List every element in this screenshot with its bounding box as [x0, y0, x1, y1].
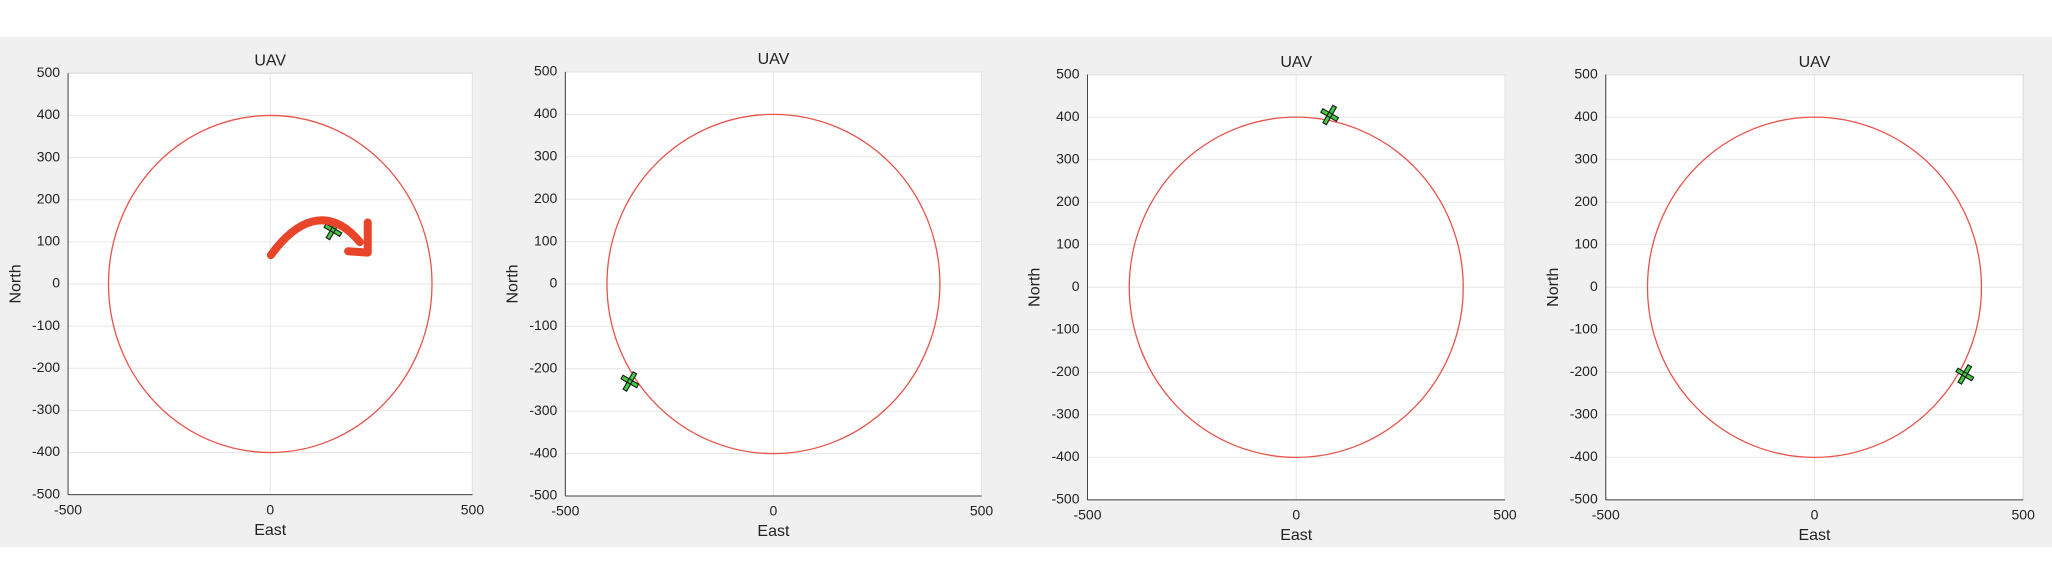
x-tick-label: -500	[551, 503, 579, 519]
y-tick-label: -400	[32, 443, 60, 459]
x-tick-label: -500	[1073, 507, 1101, 523]
y-tick-label: 500	[1574, 65, 1598, 81]
y-tick-label: -300	[529, 402, 557, 418]
uav-marker	[1320, 104, 1340, 126]
y-tick-label: 0	[52, 275, 60, 291]
chart-title: UAV	[1280, 54, 1312, 71]
y-tick-label: -100	[1570, 320, 1598, 336]
y-tick-label: 100	[37, 233, 61, 249]
y-tick-label: -400	[1051, 448, 1079, 464]
y-tick-label: 300	[37, 148, 61, 164]
y-tick-label: -500	[1570, 491, 1598, 507]
y-tick-label: 300	[1056, 150, 1080, 166]
x-tick-label: 0	[770, 503, 778, 519]
x-axis-label: East	[1798, 527, 1831, 544]
chart-title: UAV	[758, 51, 790, 68]
y-tick-label: 100	[534, 232, 558, 248]
uav-marker	[1955, 363, 1975, 385]
y-tick-label: -200	[1570, 363, 1598, 379]
x-axis-label: East	[254, 522, 287, 539]
annotation-arrow	[266, 216, 364, 260]
y-tick-label: 0	[1072, 278, 1080, 294]
y-tick-label: -300	[32, 401, 60, 417]
y-tick-label: 400	[37, 106, 61, 122]
y-tick-label: 400	[1574, 108, 1598, 124]
y-tick-label: 500	[37, 64, 61, 80]
x-tick-label: -500	[1592, 507, 1620, 523]
x-tick-label: 500	[970, 503, 994, 519]
x-axis-label: East	[1280, 527, 1313, 544]
y-axis-label: North	[505, 264, 522, 303]
y-tick-label: -500	[529, 487, 557, 503]
y-tick-label: -200	[32, 359, 60, 375]
y-tick-label: 400	[1056, 108, 1080, 124]
reference-circle	[1128, 116, 1464, 459]
y-tick-label: -500	[1051, 491, 1079, 507]
y-tick-label: -500	[32, 485, 60, 501]
y-axis-label: North	[1545, 268, 1562, 307]
y-tick-label: -100	[32, 317, 60, 333]
x-tick-label: 0	[1292, 507, 1300, 523]
y-tick-label: 500	[1056, 65, 1080, 81]
chart-title: UAV	[254, 53, 286, 70]
reference-circle	[606, 113, 941, 455]
y-tick-label: 100	[1574, 235, 1598, 251]
x-tick-label: 500	[1493, 507, 1517, 523]
x-axis-label: East	[757, 523, 790, 540]
y-tick-label: 200	[1056, 193, 1080, 209]
y-tick-label: 300	[1574, 150, 1598, 166]
x-tick-label: 0	[1811, 507, 1819, 523]
y-tick-label: 300	[534, 147, 558, 163]
y-tick-label: -300	[1570, 406, 1598, 422]
y-axis-label: North	[7, 264, 24, 303]
x-tick-label: -500	[54, 501, 82, 517]
x-tick-label: 500	[461, 501, 485, 517]
y-tick-label: 200	[534, 190, 558, 206]
y-tick-label: -100	[529, 317, 557, 333]
y-tick-label: 400	[534, 105, 558, 121]
y-tick-label: 0	[1590, 278, 1598, 294]
y-axis-label: North	[1027, 268, 1044, 307]
y-tick-label: -100	[1051, 320, 1079, 336]
annotation-arrowhead	[344, 218, 372, 257]
reference-circle	[1646, 116, 1983, 459]
y-tick-label: -200	[529, 359, 557, 375]
x-tick-label: 0	[266, 501, 274, 517]
y-tick-label: -300	[1051, 406, 1079, 422]
y-tick-label: 200	[1574, 193, 1598, 209]
y-tick-label: 100	[1056, 235, 1080, 251]
reference-circle	[107, 114, 433, 454]
y-tick-label: 200	[37, 190, 61, 206]
y-tick-label: -200	[1051, 363, 1079, 379]
uav-marker	[620, 371, 640, 392]
y-tick-label: -400	[1570, 448, 1598, 464]
chart-title: UAV	[1799, 54, 1831, 71]
y-tick-label: 0	[550, 275, 558, 291]
y-tick-label: -400	[529, 444, 557, 460]
y-tick-label: 500	[534, 63, 558, 79]
x-tick-label: 500	[2012, 507, 2036, 523]
